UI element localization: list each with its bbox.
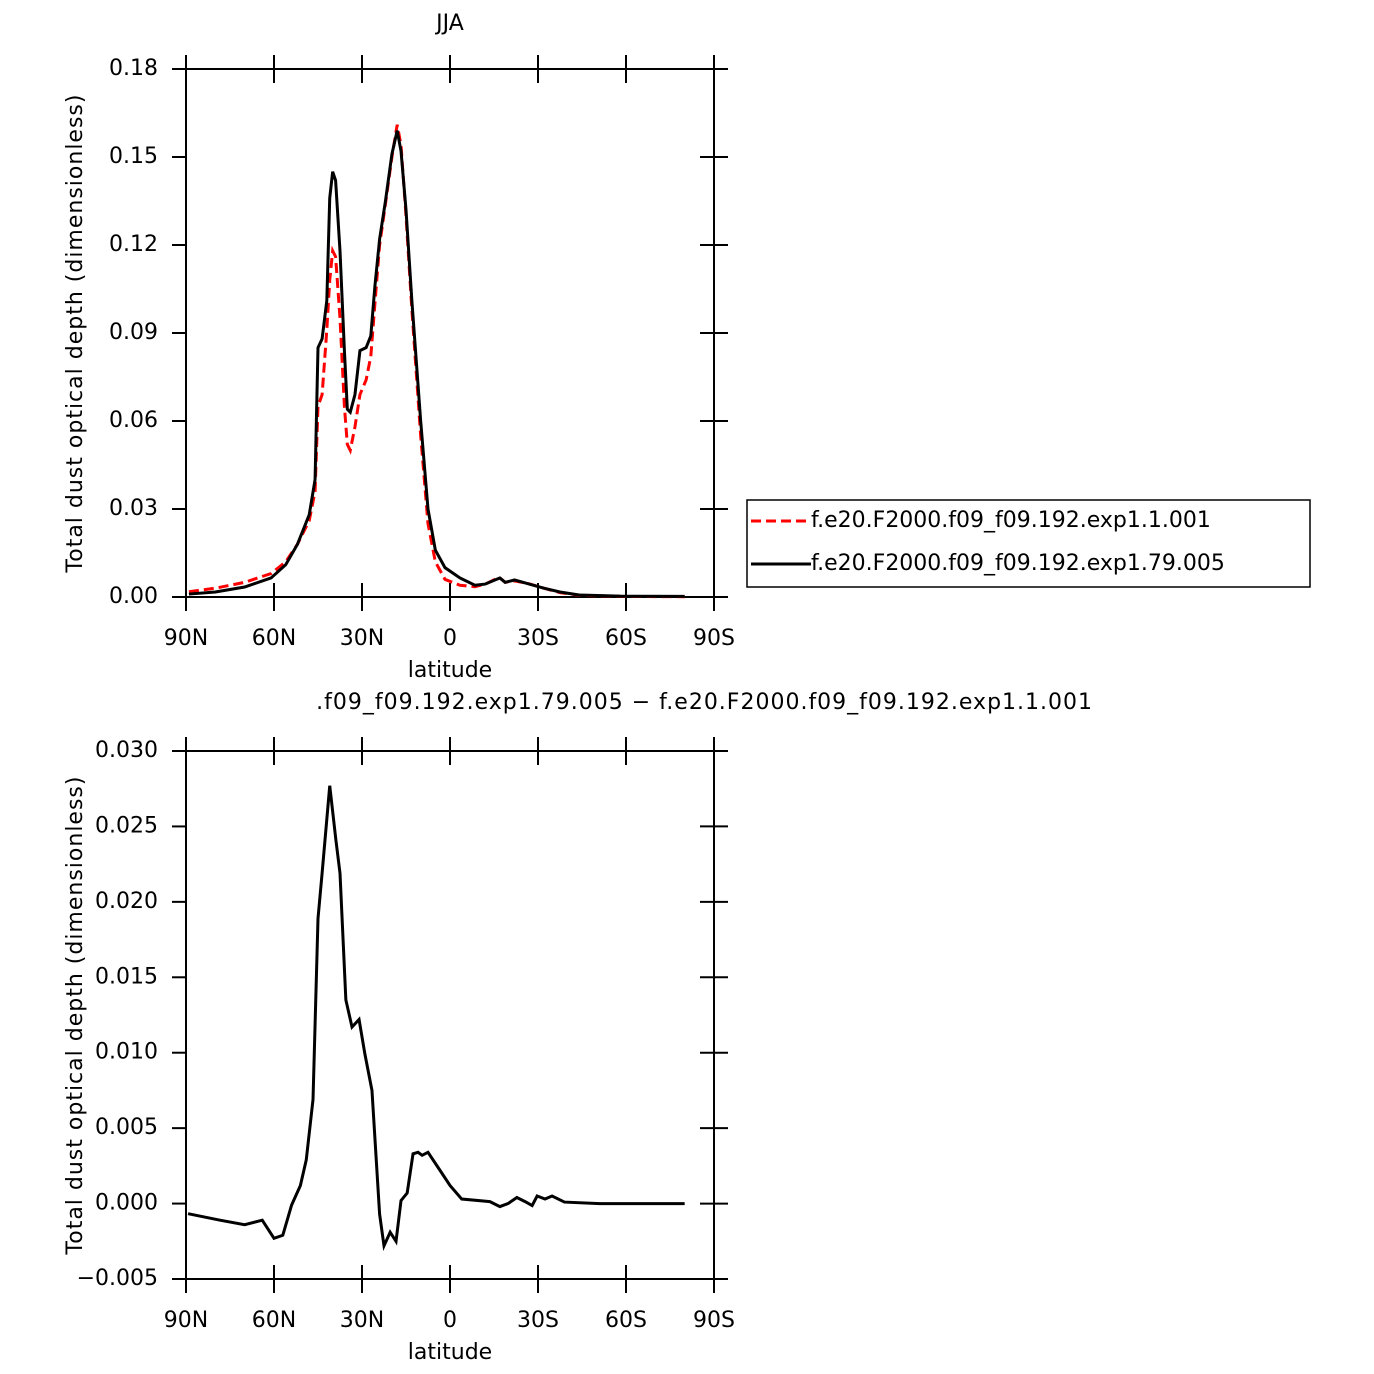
y-tick-label: 0.015 [95,964,158,989]
data-line [188,124,685,599]
x-tick-label: 90N [164,1308,208,1333]
y-tick-label: 0.000 [95,1191,158,1216]
data-line [187,785,685,1252]
y-tick-label: −0.005 [77,1266,158,1291]
y-axis-label: Total dust optical depth (dimensionless) [63,776,88,1256]
x-tick-label: 60S [605,1308,647,1333]
y-tick-label: 0.09 [109,320,158,345]
y-tick-label: 0.03 [109,496,158,521]
x-tick-label: 90S [693,1308,735,1333]
chart-title: .f09_f09.192.exp1.79.005 − f.e20.F2000.f… [316,690,1093,715]
legend-label: f.e20.F2000.f09_f09.192.exp1.79.005 [811,551,1225,576]
y-tick-label: 0.18 [109,56,158,81]
x-tick-label: 0 [443,626,457,651]
y-axis-label: Total dust optical depth (dimensionless) [63,94,88,574]
y-tick-label: 0.025 [95,813,158,838]
y-tick-label: 0.12 [109,232,158,257]
y-tick-label: 0.06 [109,408,158,433]
x-tick-label: 30S [517,1308,559,1333]
chart-title: JJA [434,11,464,36]
x-tick-label: 90S [693,626,735,651]
legend-label: f.e20.F2000.f09_f09.192.exp1.1.001 [811,508,1211,533]
x-tick-label: 60S [605,626,647,651]
x-axis-label: latitude [408,1340,492,1365]
x-tick-label: 30N [340,626,384,651]
plot-frame [185,750,715,1280]
x-axis-label: latitude [408,658,492,683]
x-tick-label: 90N [164,626,208,651]
x-tick-label: 0 [443,1308,457,1333]
y-tick-label: 0.005 [95,1115,158,1140]
y-tick-label: 0.15 [109,144,158,169]
x-tick-label: 30S [517,626,559,651]
x-tick-label: 60N [252,1308,296,1333]
data-line [188,130,685,598]
x-tick-label: 60N [252,626,296,651]
y-tick-label: 0.020 [95,889,158,914]
legend-box [746,499,1311,588]
y-tick-label: 0.00 [109,584,158,609]
y-tick-label: 0.010 [95,1040,158,1065]
y-tick-label: 0.030 [95,738,158,763]
x-tick-label: 30N [340,1308,384,1333]
plot-frame [185,68,715,598]
